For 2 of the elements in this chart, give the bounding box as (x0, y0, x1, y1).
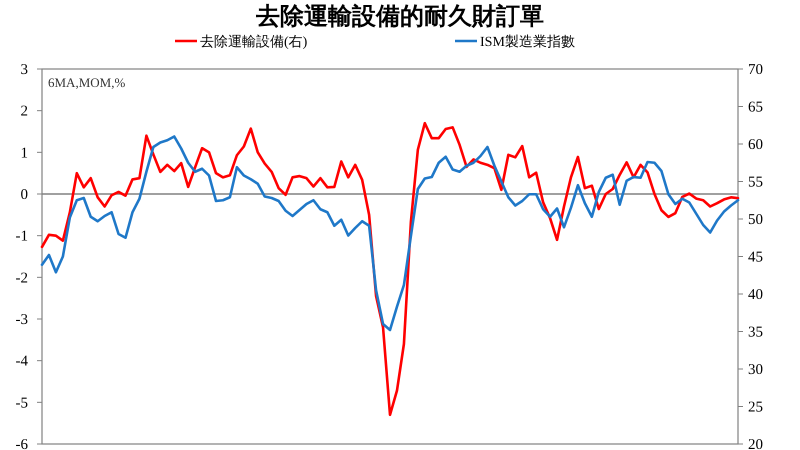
title: 去除運輸設備的耐久財訂單 (256, 4, 544, 30)
annotation: 6MA,MOM,% (48, 75, 126, 90)
